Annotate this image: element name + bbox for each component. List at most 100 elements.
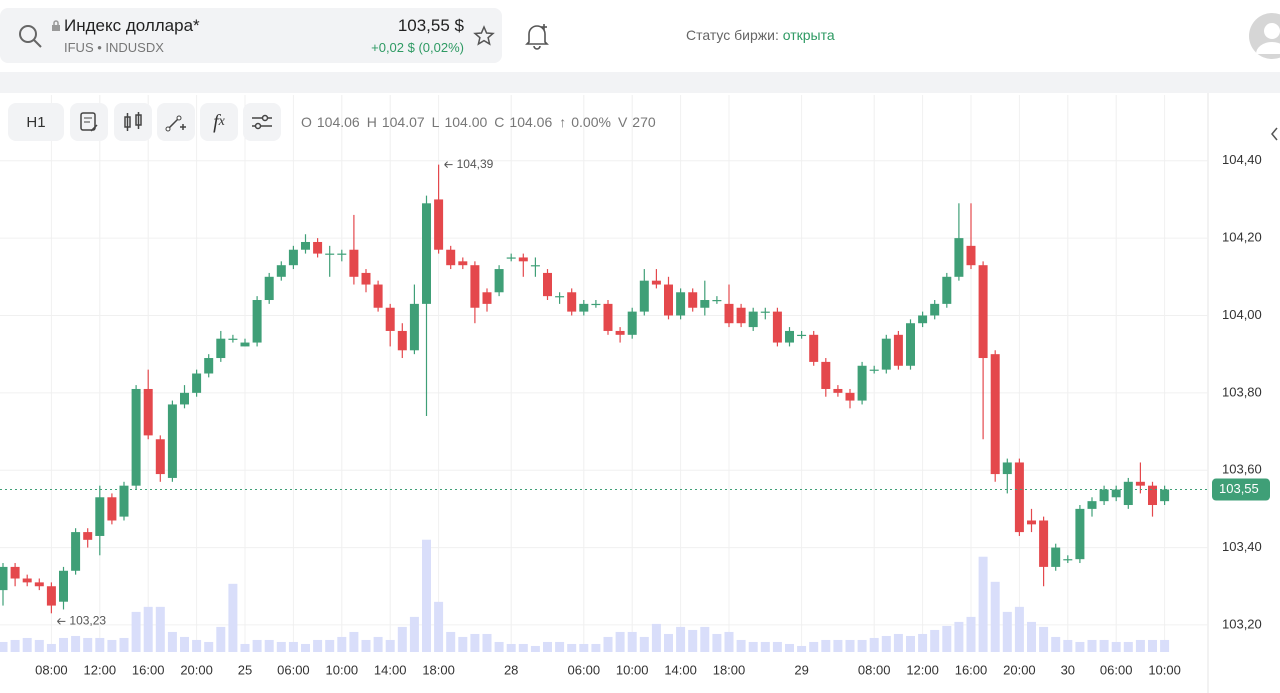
candle-body <box>1135 481 1145 486</box>
candle-body <box>700 300 710 308</box>
extreme-arrow <box>57 617 66 625</box>
star-icon[interactable] <box>473 25 495 47</box>
volume-bar <box>543 641 552 652</box>
volume-bar <box>857 639 867 652</box>
volume-bar <box>700 626 710 652</box>
volume-bar <box>785 643 794 652</box>
volume-bar <box>978 556 988 652</box>
candle-body <box>1051 547 1061 567</box>
x-tick-label: 10:00 <box>326 662 359 677</box>
settings-icon <box>252 114 272 130</box>
candle-body <box>204 358 214 374</box>
exchange: IFUS <box>64 40 94 55</box>
candle-body <box>1123 481 1133 506</box>
volume-bar <box>180 636 189 652</box>
x-tick-label: 20:00 <box>1003 662 1036 677</box>
chart-type-button[interactable] <box>114 103 152 141</box>
volume-bar <box>385 639 395 652</box>
candle-body <box>651 280 661 285</box>
candle-body <box>1002 462 1012 475</box>
legend-value: 0.00% <box>571 114 611 130</box>
candle-body <box>1039 520 1049 567</box>
y-tick-label: 104,00 <box>1222 307 1262 322</box>
volume-bar <box>893 633 903 652</box>
candle-body <box>893 334 903 366</box>
x-tick-label: 25 <box>238 662 252 677</box>
candle-body <box>530 265 540 267</box>
volume-bar <box>361 639 371 652</box>
instrument-card[interactable]: Индекс доллара* IFUS • INDUSDX 103,55 $ … <box>0 8 502 63</box>
candle-body <box>276 265 286 277</box>
candle-body <box>1111 489 1121 498</box>
notes-button[interactable] <box>70 103 108 141</box>
volume-bar <box>748 641 758 652</box>
volume-bar <box>1148 639 1157 652</box>
candle-body <box>833 388 843 393</box>
volume-bar <box>59 637 68 652</box>
volume-bar <box>1087 639 1097 652</box>
volume-bar <box>567 643 577 652</box>
x-tick-label: 29 <box>794 662 808 677</box>
candle-body <box>349 249 359 277</box>
candle-body <box>797 334 807 337</box>
volume-bar <box>990 581 1000 652</box>
x-tick-label: 12:00 <box>84 662 117 677</box>
interval-button[interactable]: H1 <box>8 103 64 141</box>
volume-bar <box>34 639 44 652</box>
x-tick-label: 06:00 <box>1100 662 1133 677</box>
candle-body <box>59 570 68 602</box>
candle-body <box>458 261 468 266</box>
volume-bar <box>482 633 492 652</box>
volume-bar <box>494 641 504 652</box>
drawing-button[interactable] <box>157 103 195 141</box>
volume-bar <box>422 539 431 652</box>
side-panel-toggle[interactable] <box>1271 127 1278 141</box>
candle-body <box>1160 489 1170 502</box>
candle-body <box>409 303 419 351</box>
candle-body <box>385 307 395 331</box>
candle-body <box>143 388 153 436</box>
volume-bar <box>942 625 952 652</box>
candle-body <box>155 439 165 475</box>
candle-body <box>869 369 879 371</box>
volume-bar <box>22 637 32 652</box>
alert-icon[interactable] <box>523 21 551 51</box>
candle-body <box>990 354 1000 475</box>
settings-button[interactable] <box>243 103 281 141</box>
volume-bar <box>434 601 444 652</box>
candle-body <box>373 284 383 308</box>
candle-body <box>167 404 177 478</box>
x-tick-label: 10:00 <box>616 662 649 677</box>
volume-bar <box>954 621 964 652</box>
x-tick-label: 08:00 <box>858 662 891 677</box>
volume-bar <box>119 637 129 652</box>
x-tick-label: 14:00 <box>664 662 697 677</box>
candle-body <box>10 566 20 579</box>
volume-bar <box>639 636 649 652</box>
legend-key: ↑ <box>559 114 567 130</box>
y-tick-label: 104,40 <box>1222 152 1262 167</box>
volume-bar <box>845 639 855 652</box>
legend-key: O <box>301 114 312 130</box>
volume-bar <box>1027 621 1036 652</box>
candle-body <box>567 292 577 312</box>
volume-bar <box>83 637 93 652</box>
candle-body <box>83 532 93 540</box>
volume-bar <box>325 639 335 652</box>
candle-body <box>1014 462 1024 533</box>
volume-bar <box>1002 611 1012 652</box>
volume-bar <box>676 626 686 652</box>
legend-value: 104.00 <box>444 114 488 130</box>
candle-body <box>748 311 758 328</box>
candle-body <box>724 303 734 324</box>
legend-value: 104.06 <box>316 114 360 130</box>
volume-bar <box>506 643 516 652</box>
candle-body <box>95 497 105 536</box>
volume-bar <box>1063 639 1073 652</box>
volume-bar <box>627 631 637 652</box>
search-icon <box>19 25 42 48</box>
candle-body <box>785 330 794 343</box>
candle-body <box>313 241 323 254</box>
avatar[interactable] <box>1248 12 1280 60</box>
